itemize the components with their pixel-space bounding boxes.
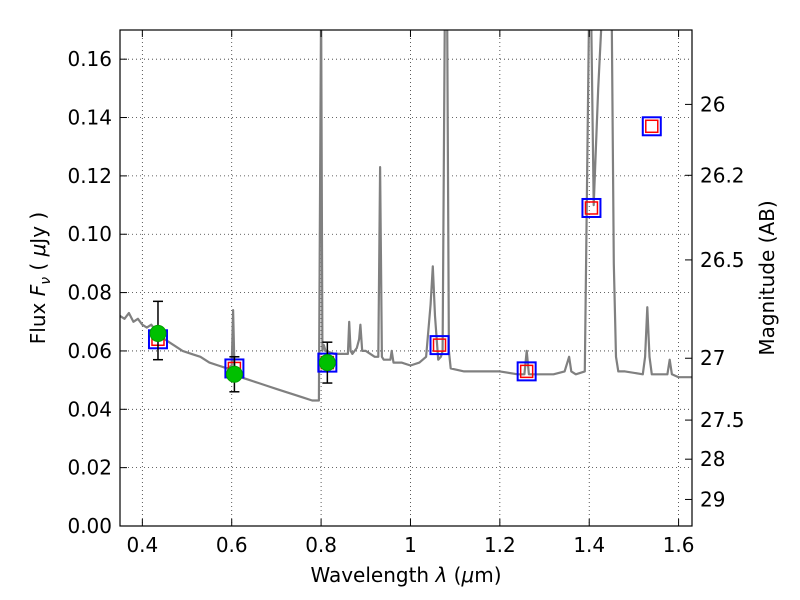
model-point-outer: [641, 116, 662, 137]
observed-point: [149, 324, 167, 342]
observed-point: [318, 354, 336, 372]
right-tick-label: 26.2: [700, 163, 745, 187]
x-tick-label: 0.8: [305, 533, 337, 557]
plot-frame: [119, 29, 693, 527]
ticks: 0.4 0.6 0.8 1 1.2 1.4 1.6 0.00 0.02 0.04 0.06 0.08 0…: [67, 30, 745, 557]
right-tick-label: 27.5: [700, 408, 745, 432]
right-axis-label: Magnitude (AB): [755, 200, 779, 355]
model-point-inner: [584, 201, 599, 215]
model-point-inner: [519, 364, 534, 379]
x-tick-label: 0.6: [216, 533, 248, 557]
y-tick-label: 0.10: [67, 222, 112, 246]
observed-point: [225, 365, 243, 383]
x-tick-label: 1: [404, 533, 417, 557]
y-tick-label: 0.12: [67, 164, 112, 188]
x-tick-label: 0.4: [126, 533, 158, 557]
right-tick-label: 26: [700, 92, 725, 116]
right-tick-label: 27: [700, 346, 725, 370]
y-tick-label: 0.02: [67, 456, 112, 480]
x-axis-label: Wavelength λ (μm): [310, 563, 501, 587]
y-tick-label: 0.16: [67, 47, 112, 71]
y-tick-label: 0.04: [67, 397, 112, 421]
y-tick-label: 0.08: [67, 281, 112, 305]
model-point-outer: [581, 197, 602, 218]
y-axis-label: Flux Fν ( μJy ): [26, 212, 54, 344]
model-point-inner: [432, 338, 447, 352]
model-point-outer: [516, 361, 537, 382]
right-tick-label: 28: [700, 447, 725, 471]
y-tick-label: 0.06: [67, 339, 112, 363]
x-tick-label: 1.2: [484, 533, 516, 557]
x-tick-label: 1.6: [663, 533, 695, 557]
right-tick-label: 29: [700, 487, 725, 511]
model-point-inner: [645, 119, 659, 134]
model-point-outer: [429, 335, 450, 356]
plot-area: [120, 30, 692, 402]
y-tick-label: 0.00: [67, 514, 112, 538]
x-tick-label: 1.4: [573, 533, 605, 557]
y-tick-label: 0.14: [67, 106, 112, 130]
right-tick-label: 26.5: [700, 248, 745, 272]
